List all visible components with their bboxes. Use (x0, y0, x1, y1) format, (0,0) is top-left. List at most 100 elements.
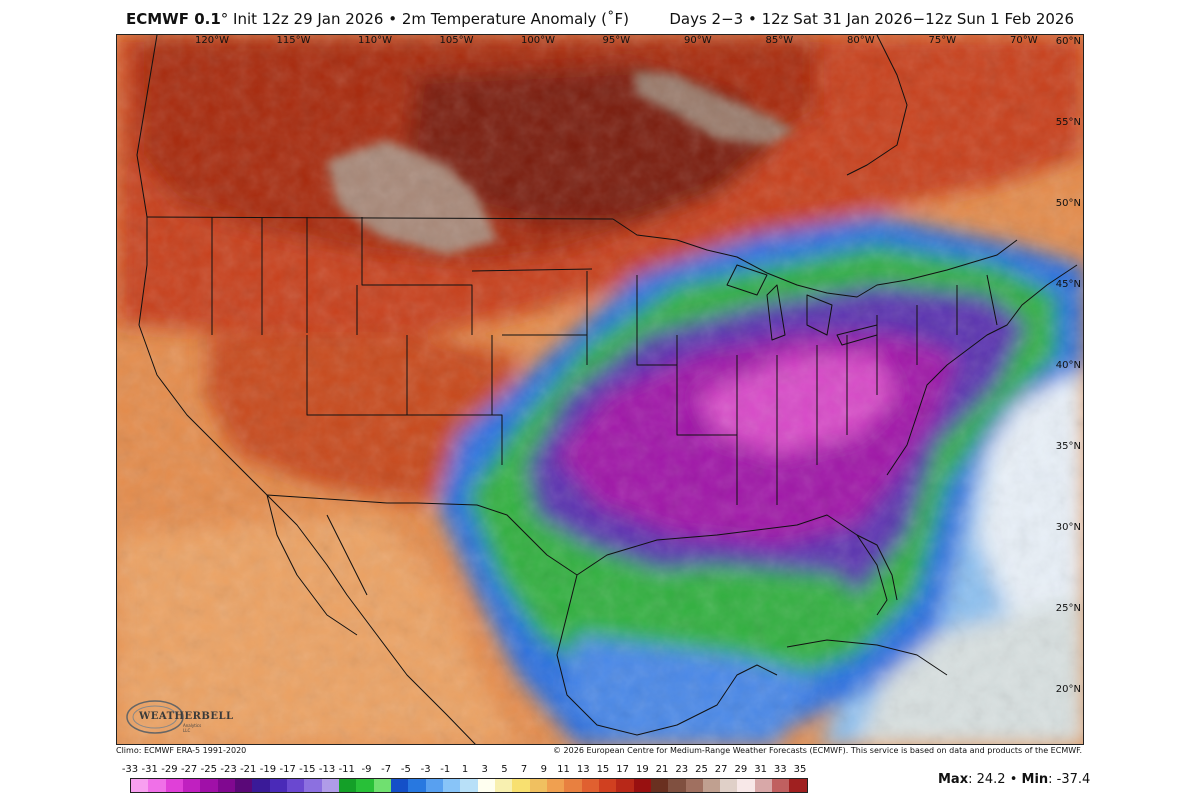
lake-huron (806, 294, 833, 336)
max-label: Max (938, 772, 969, 787)
scale-cell (234, 779, 253, 792)
us-mexico-border (266, 494, 578, 576)
us-canada-border (146, 216, 614, 220)
scale-label: 29 (734, 764, 748, 775)
scale-label: -7 (381, 764, 392, 775)
scale-label: -33 (121, 764, 139, 775)
logo-swirl (126, 700, 184, 734)
scale-label: -19 (259, 764, 277, 775)
min-value: : -37.4 (1048, 772, 1091, 787)
scale-label: 13 (576, 764, 590, 775)
scale-cell (356, 779, 374, 792)
scale-cell (477, 779, 495, 792)
scale-cell (148, 779, 166, 792)
scale-cell (529, 779, 547, 792)
scale-cell (685, 779, 703, 792)
scale-cell (720, 779, 738, 792)
scale-label: 25 (695, 764, 708, 775)
scale-label: -15 (299, 764, 316, 775)
latitude-label: 25°N (1055, 603, 1081, 614)
latitude-label: 55°N (1055, 117, 1081, 128)
scale-cell (321, 779, 339, 792)
baja-coast (266, 494, 368, 636)
latitude-label: 20°N (1055, 684, 1081, 695)
scale-cell (442, 779, 461, 792)
longitude-label: 80°W (847, 35, 875, 46)
scale-label: 35 (793, 764, 807, 775)
scale-cell (702, 779, 721, 792)
header: ECMWF 0.1° Init 12z 29 Jan 2026 • 2m Tem… (116, 10, 1084, 32)
texture (117, 35, 1083, 744)
scale-label: 33 (773, 764, 787, 775)
scale-label: -23 (220, 764, 237, 775)
scale-cell (633, 779, 651, 792)
latitude-label: 35°N (1055, 441, 1081, 452)
scale-cell (737, 779, 755, 792)
scale-cell (252, 779, 270, 792)
scale-cell (165, 779, 183, 792)
latitude-label: 50°N (1055, 198, 1081, 209)
pacific-coast (136, 35, 476, 744)
latitude-label: 40°N (1055, 360, 1081, 371)
longitude-label: 115°W (276, 35, 311, 46)
valid-time: Days 2−3 • 12z Sat 31 Jan 2026−12z Sun 1… (669, 10, 1074, 28)
scale-cell (512, 779, 530, 792)
longitude-label: 120°W (195, 35, 229, 46)
scale-label: -31 (141, 764, 158, 775)
scale-cell (616, 779, 634, 792)
scale-cell (390, 779, 409, 792)
scale-cell (408, 779, 426, 792)
great-lakes-border (612, 218, 1018, 298)
logo-subtext: Analytics LLC (183, 723, 202, 733)
scale-cell (564, 779, 582, 792)
scale-label: 15 (596, 764, 610, 775)
lake-michigan (766, 284, 786, 341)
latitude-label: 30°N (1055, 522, 1081, 533)
scale-cell (598, 779, 617, 792)
anomaly-map: 120°W 115°W 110°W 105°W 100°W 95°W 90°W 85°W 80°… (116, 34, 1084, 745)
max-value: : 24.2 (968, 772, 1006, 787)
scale-label: -21 (240, 764, 257, 775)
map-canvas (117, 35, 1083, 744)
climo-note: Climo: ECMWF ERA-5 1991-2020 (116, 746, 247, 755)
scale-label: 11 (557, 764, 570, 775)
scale-cell (131, 779, 149, 792)
state-lines (211, 217, 998, 505)
scale-bar (130, 778, 808, 793)
scale-label: -29 (161, 764, 178, 775)
scale-cell (182, 779, 201, 792)
longitude-label: 85°W (765, 35, 794, 46)
scale-label: 7 (520, 764, 528, 775)
degree-symbol: ° (220, 10, 229, 28)
scale-label: 1 (461, 764, 469, 775)
scale-label: -5 (400, 764, 411, 775)
scale-label: -3 (420, 764, 431, 775)
longitude-label: 105°W (439, 35, 474, 46)
scale-cell (200, 779, 218, 792)
scale-label: -1 (440, 764, 451, 775)
scale-label: -27 (180, 764, 198, 775)
copyright-note: © 2026 European Centre for Medium-Range … (553, 746, 1082, 755)
model-name: ECMWF 0.1 (126, 10, 221, 28)
stats-separator: • (1005, 772, 1022, 787)
scale-label: 19 (635, 764, 649, 775)
max-min-stats: Max: 24.2 • Min: -37.4 (938, 772, 1090, 787)
scale-label: 5 (501, 764, 508, 775)
scale-label: -17 (279, 764, 296, 775)
scale-cell (460, 779, 478, 792)
latitude-label: 60°N (1055, 36, 1081, 47)
scale-cell (494, 779, 513, 792)
logo-text: WEATHERBELL (139, 711, 234, 722)
scale-label: 31 (754, 764, 767, 775)
scale-cell (217, 779, 235, 792)
longitude-label: 110°W (358, 35, 392, 46)
lake-superior (726, 264, 768, 296)
cuba-outline (786, 639, 948, 676)
scale-cell (546, 779, 565, 792)
scale-label: -11 (338, 764, 355, 775)
scale-cell (304, 779, 322, 792)
weatherbell-logo: WEATHERBELL Analytics LLC (125, 697, 233, 737)
map-title: ECMWF 0.1° Init 12z 29 Jan 2026 • 2m Tem… (126, 10, 629, 28)
gulf-coast (576, 514, 888, 616)
scale-cell (373, 779, 391, 792)
